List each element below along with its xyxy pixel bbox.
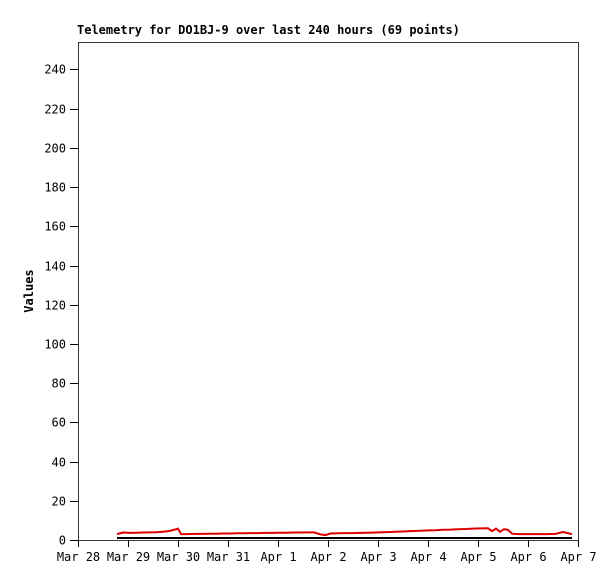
x-tick-label: Apr 2: [310, 550, 346, 564]
x-tick-label: Apr 1: [260, 550, 296, 564]
x-axis-ticks: Mar 28 Mar 29 Mar 30 Mar 31 Apr 1 Apr 2 Apr 3 A…: [57, 540, 597, 564]
plot-border: [78, 42, 579, 541]
telemetry-channel-red-line: [116, 527, 573, 537]
y-axis-title: Values: [22, 269, 36, 312]
x-tick-label: Mar 31: [207, 550, 250, 564]
x-tick-label: Mar 29: [107, 550, 150, 564]
y-tick-label: 200: [44, 142, 66, 156]
chart-title: Telemetry for DO1BJ-9 over last 240 hour…: [77, 23, 460, 37]
x-tick-label: Apr 5: [460, 550, 496, 564]
x-tick-label: Mar 30: [157, 550, 200, 564]
y-tick-label: 220: [44, 103, 66, 117]
y-tick-label: 100: [44, 338, 66, 352]
y-tick-label: 20: [52, 495, 66, 509]
y-tick-label: 180: [44, 181, 66, 195]
y-tick-label: 0: [59, 534, 66, 548]
y-tick-label: 60: [52, 416, 66, 430]
x-tick-label: Apr 3: [360, 550, 396, 564]
plot-frame: [78, 42, 579, 541]
y-tick-label: 160: [44, 220, 66, 234]
data-series-group: [116, 527, 573, 539]
y-tick-label: 140: [44, 260, 66, 274]
y-tick-label: 120: [44, 299, 66, 313]
y-tick-label: 40: [52, 456, 66, 470]
y-tick-label: 80: [52, 377, 66, 391]
y-axis-ticks: 0 20 40 60 80 100 120 140 160 180 200 220 240: [44, 63, 78, 548]
x-tick-label: Apr 4: [410, 550, 446, 564]
y-tick-label: 240: [44, 63, 66, 77]
x-tick-label: Mar 28: [57, 550, 100, 564]
x-tick-label: Apr 6: [510, 550, 546, 564]
x-tick-label: Apr 7: [560, 550, 596, 564]
